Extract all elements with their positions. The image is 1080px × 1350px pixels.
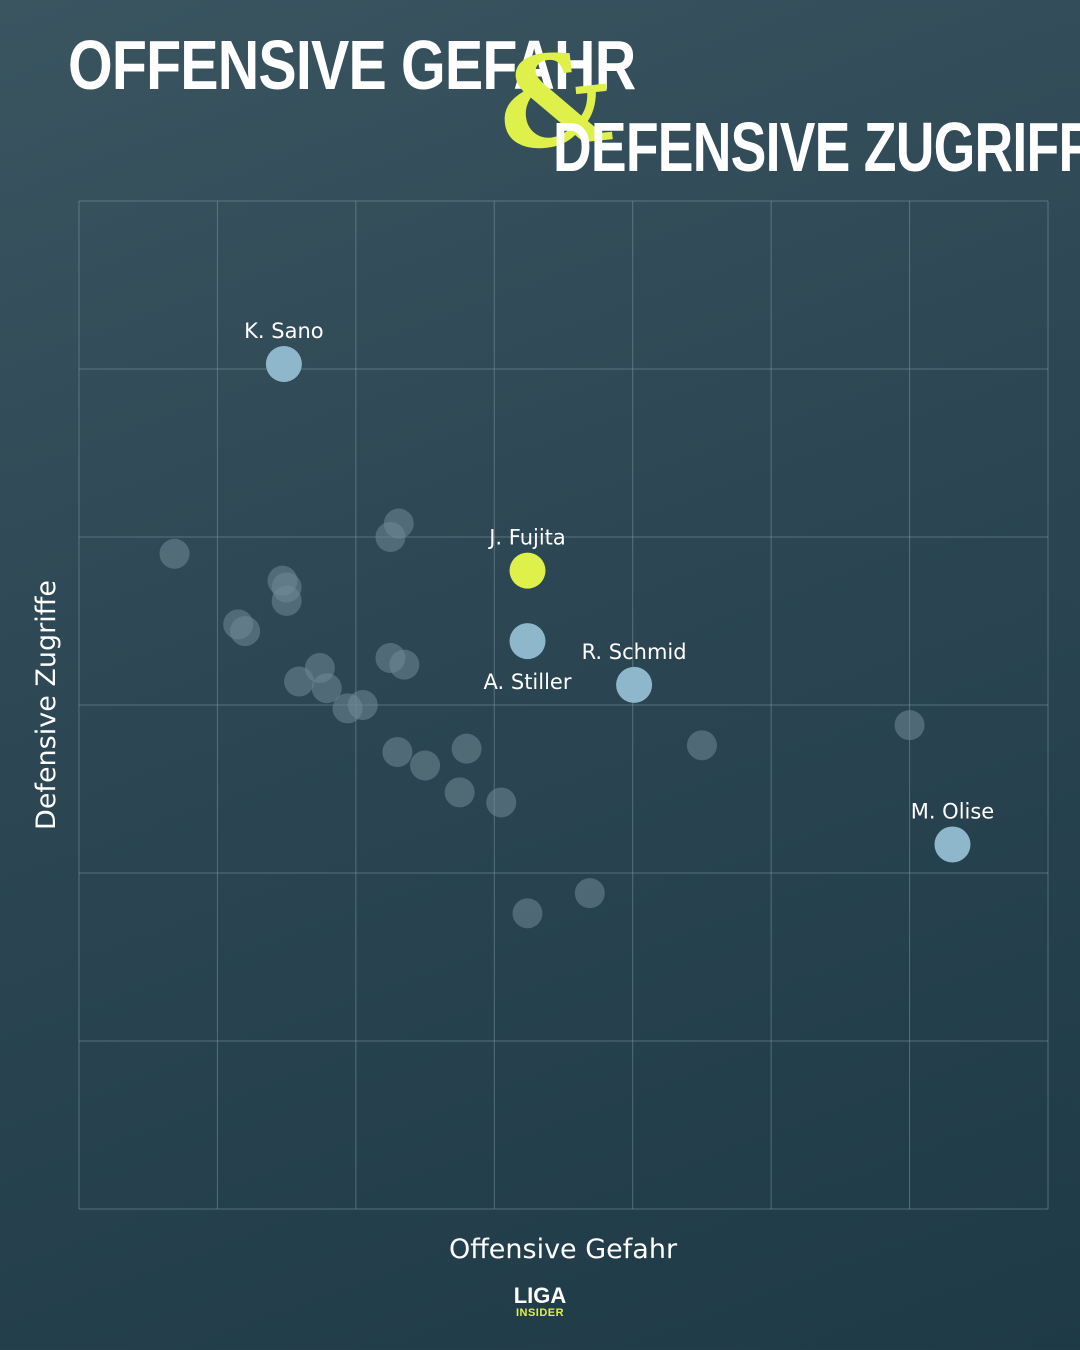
scatter-point [383, 508, 414, 539]
chart-grid [78, 200, 1049, 1210]
scatter-point [389, 649, 420, 680]
scatter-point [686, 730, 717, 761]
scatter-point [230, 616, 261, 647]
point-label: J. Fujita [487, 526, 566, 550]
scatter-point [894, 710, 925, 741]
scatter-point [159, 538, 190, 569]
point-label: R. Schmid [582, 640, 687, 664]
scatter-point [271, 585, 302, 616]
scatter-point-named [616, 666, 653, 703]
scatter-point-highlight [509, 552, 546, 589]
logo-word-liga: LIGA [513, 1283, 567, 1308]
title-line-1: OFFENSIVE GEFAHR [68, 26, 636, 104]
scatter-point-named [265, 345, 302, 382]
scatter-point [512, 898, 543, 929]
scatter-point-named [509, 623, 546, 660]
scatter-point [347, 690, 378, 720]
chart-point-labels: K. Sano A. Stiller R. Schmid M. Olise J. Fuj… [244, 319, 994, 823]
title-line-2: DEFENSIVE ZUGRIFFE [553, 108, 1080, 186]
scatter-point [382, 737, 413, 768]
liga-insider-logo: LIGA INSIDER [0, 1285, 1080, 1319]
point-label: A. Stiller [484, 670, 572, 694]
logo-word-insider: INSIDER [515, 1307, 565, 1319]
scatter-point [486, 787, 517, 818]
scatter-point [574, 878, 605, 909]
chart-points [159, 345, 971, 929]
scatter-point [410, 750, 441, 781]
y-axis-title: Defensive Zugriffe [31, 580, 62, 830]
scatter-point [444, 777, 475, 808]
scatter-point-named [934, 826, 971, 863]
scatter-point [451, 733, 482, 764]
scatter-point [311, 673, 342, 704]
point-label: K. Sano [244, 319, 323, 343]
point-label: M. Olise [911, 799, 995, 823]
x-axis-title: Offensive Gefahr [449, 1234, 678, 1265]
